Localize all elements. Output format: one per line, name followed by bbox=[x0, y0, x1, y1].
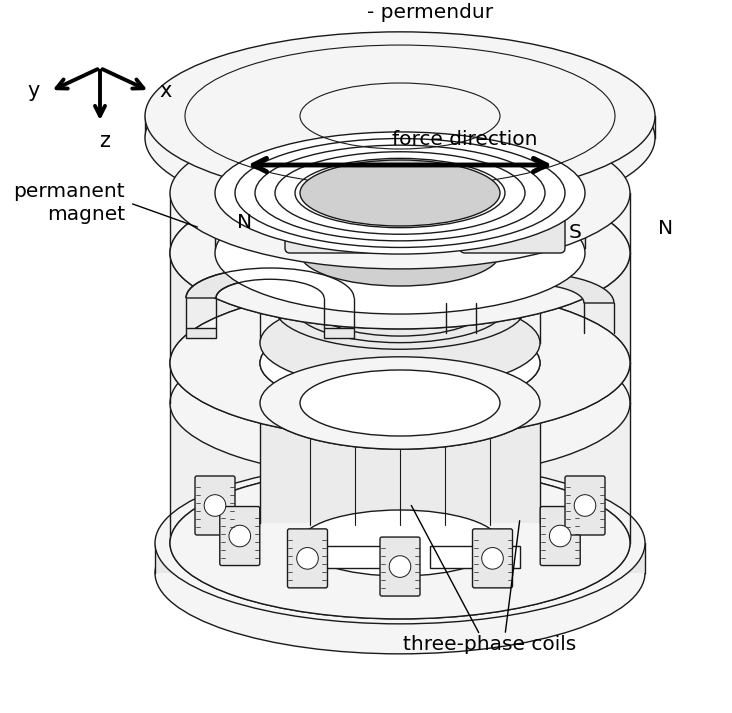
Ellipse shape bbox=[300, 370, 500, 436]
Ellipse shape bbox=[296, 548, 318, 569]
Ellipse shape bbox=[215, 132, 585, 254]
Ellipse shape bbox=[170, 177, 630, 329]
Ellipse shape bbox=[145, 54, 655, 222]
Ellipse shape bbox=[300, 510, 500, 576]
Ellipse shape bbox=[260, 356, 540, 449]
Polygon shape bbox=[186, 268, 354, 298]
Text: N: N bbox=[237, 213, 253, 232]
Ellipse shape bbox=[229, 525, 250, 547]
Ellipse shape bbox=[260, 317, 540, 409]
Bar bbox=[215, 193, 585, 248]
Ellipse shape bbox=[260, 356, 540, 449]
Ellipse shape bbox=[170, 117, 630, 269]
Ellipse shape bbox=[389, 555, 411, 578]
Bar bbox=[145, 116, 655, 138]
Text: permanent
magnet: permanent magnet bbox=[13, 182, 125, 225]
Ellipse shape bbox=[155, 492, 645, 654]
Bar bbox=[170, 403, 630, 543]
Ellipse shape bbox=[170, 467, 630, 619]
Ellipse shape bbox=[215, 192, 585, 314]
Bar bbox=[430, 546, 520, 568]
Ellipse shape bbox=[170, 287, 630, 439]
Bar bbox=[155, 543, 645, 573]
Ellipse shape bbox=[170, 327, 630, 479]
FancyBboxPatch shape bbox=[285, 201, 390, 253]
Polygon shape bbox=[446, 273, 614, 303]
Bar bbox=[480, 140, 500, 188]
Ellipse shape bbox=[300, 220, 500, 286]
FancyBboxPatch shape bbox=[565, 476, 605, 535]
FancyBboxPatch shape bbox=[380, 537, 420, 596]
Text: three-phase coils: three-phase coils bbox=[403, 635, 577, 655]
Ellipse shape bbox=[260, 317, 540, 409]
Ellipse shape bbox=[170, 467, 630, 619]
Text: y: y bbox=[28, 81, 40, 101]
FancyBboxPatch shape bbox=[220, 506, 260, 565]
FancyBboxPatch shape bbox=[460, 201, 565, 253]
Bar bbox=[320, 546, 410, 568]
Text: S: S bbox=[569, 223, 581, 242]
Ellipse shape bbox=[550, 525, 571, 547]
Bar bbox=[170, 363, 630, 403]
Ellipse shape bbox=[170, 287, 630, 439]
Bar bbox=[260, 263, 540, 343]
Ellipse shape bbox=[170, 177, 630, 329]
FancyBboxPatch shape bbox=[540, 506, 580, 565]
Ellipse shape bbox=[482, 548, 504, 569]
Ellipse shape bbox=[260, 207, 540, 299]
Text: z: z bbox=[100, 131, 111, 151]
Ellipse shape bbox=[574, 495, 596, 516]
FancyBboxPatch shape bbox=[472, 529, 512, 588]
Polygon shape bbox=[186, 328, 216, 338]
Text: force direction: force direction bbox=[392, 130, 538, 149]
Bar bbox=[170, 253, 630, 363]
Text: magnetic shield plate
- permendur: magnetic shield plate - permendur bbox=[321, 0, 539, 22]
Polygon shape bbox=[324, 328, 354, 338]
Ellipse shape bbox=[300, 160, 500, 226]
Bar bbox=[260, 403, 540, 523]
Bar bbox=[300, 140, 320, 188]
Ellipse shape bbox=[155, 462, 645, 624]
Text: x: x bbox=[160, 81, 172, 101]
Ellipse shape bbox=[260, 297, 540, 389]
Text: N: N bbox=[658, 218, 673, 237]
Bar bbox=[170, 193, 630, 253]
FancyBboxPatch shape bbox=[288, 529, 327, 588]
Ellipse shape bbox=[204, 495, 225, 516]
Bar bbox=[390, 140, 410, 188]
Ellipse shape bbox=[145, 32, 655, 200]
FancyBboxPatch shape bbox=[195, 476, 235, 535]
